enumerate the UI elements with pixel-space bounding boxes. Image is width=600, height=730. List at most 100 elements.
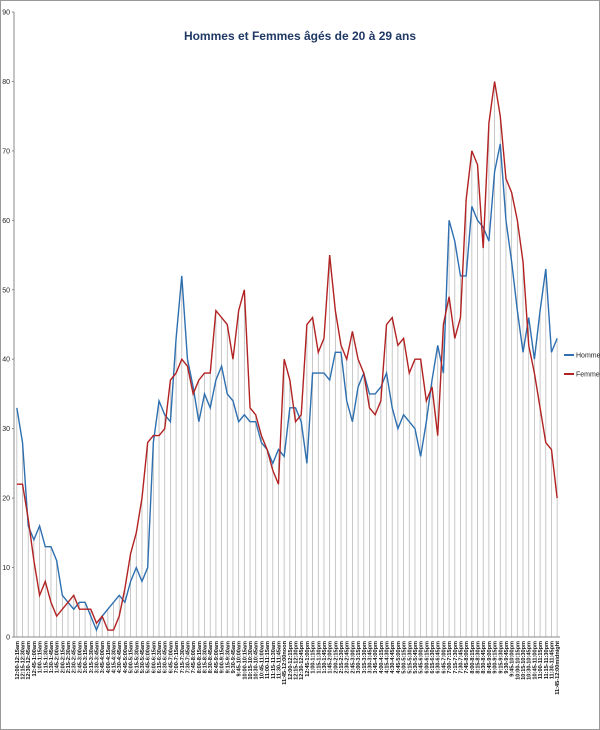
x-tick-label: 1:30-1:45pm — [322, 641, 328, 674]
x-tick-label: 12:00-12:15am — [15, 641, 21, 680]
x-tick-label: 6:00-6:15pm — [424, 641, 430, 674]
x-tick-label: 8:45-9:00pm — [487, 641, 493, 674]
x-tick-label: 6:45-7:00pm — [441, 641, 447, 674]
x-tick-label: 5:00-5:15pm — [402, 641, 408, 674]
x-tick-label: 2:15-2:30am — [66, 641, 72, 673]
x-tick-label: 12:45-1:00am — [32, 641, 38, 676]
x-tick-label: 7:15-7:30am — [180, 641, 186, 673]
x-tick-label: 1:15-1:30am — [43, 641, 49, 673]
x-tick-label: 9:30-9:45am — [231, 641, 237, 673]
x-tick-label: 1:00-1:15am — [38, 641, 44, 673]
chart-title: Hommes et Femmes âgés de 20 à 29 ans — [184, 29, 416, 43]
x-tick-label: 5:30-5:45pm — [413, 641, 419, 674]
x-tick-label: 3:45-4:00am — [100, 641, 106, 673]
x-tick-label: 3:30-3:45am — [94, 641, 100, 673]
x-tick-label: 2:30-2:45am — [72, 641, 78, 673]
x-tick-label: 7:45-8:00am — [191, 641, 197, 673]
x-tick-label: 10:30-10:45am — [254, 641, 260, 680]
x-tick-label: 6:15-6:30pm — [430, 641, 436, 674]
x-tick-label: 4:00-4:15am — [106, 641, 112, 673]
x-tick-label: 2:00-2:15am — [60, 641, 66, 673]
x-tick-label: 12:15-12:30am — [21, 641, 27, 680]
x-tick-label: 9:15-9:30am — [225, 641, 231, 673]
x-tick-label: 2:45-3:00pm — [350, 641, 356, 674]
x-tick-label: 11:00-11:15am — [265, 641, 271, 679]
x-tick-label: 3:00-3:15pm — [356, 641, 362, 674]
x-tick-label: 6:00-6:15am — [151, 641, 157, 673]
x-tick-label: 2:30-2:45pm — [345, 641, 351, 674]
x-tick-label: 8:15-8:30pm — [476, 641, 482, 674]
y-tick-label: 0 — [6, 635, 10, 642]
x-tick-label: 2:45-3:00am — [77, 641, 83, 673]
y-tick-label: 70 — [2, 148, 10, 155]
x-tick-label: 9:30-9:45pm — [504, 641, 510, 674]
x-tick-label: 3:15-3:30pm — [362, 641, 368, 674]
x-tick-label: 6:30-6:45am — [163, 641, 169, 673]
x-tick-label: 12:30-12:45pm — [299, 641, 305, 680]
x-tick-label: 11:45-12:00noon — [282, 640, 288, 684]
x-tick-label: 9:45-10:00pm — [510, 641, 516, 677]
x-tick-label: 1:45-2:00pm — [328, 641, 334, 674]
x-tick-label: 6:45-7:00am — [168, 641, 174, 673]
x-tick-label: 1:30-1:45am — [49, 641, 55, 673]
x-tick-label: 8:00-8:15am — [197, 641, 203, 673]
x-tick-label: 11:30-11:45am — [276, 641, 282, 679]
y-tick-label: 20 — [2, 496, 10, 503]
x-tick-label: 4:30-4:45pm — [390, 641, 396, 674]
x-tick-label: 4:00-4:15pm — [379, 641, 385, 674]
x-tick-label: 3:45-4:00pm — [373, 641, 379, 674]
legend-label: Hommes — [576, 353, 600, 360]
x-tick-label: 5:15-5:30pm — [407, 641, 413, 674]
y-tick-label: 80 — [2, 79, 10, 86]
x-tick-label: 7:45-8:00pm — [464, 641, 470, 674]
x-tick-label: 1:45-2:00am — [55, 641, 61, 673]
x-tick-label: 5:45-6:00pm — [419, 641, 425, 674]
x-tick-label: 1:15-1:30pm — [316, 641, 322, 674]
x-tick-label: 9:15-9:30pm — [498, 641, 504, 674]
x-tick-label: 7:00-7:15pm — [447, 641, 453, 674]
x-tick-label: 6:30-6:45pm — [436, 641, 442, 674]
x-tick-label: 8:15-8:30am — [203, 641, 209, 673]
x-tick-label: 12:15-12:30pm — [294, 641, 300, 680]
series-line — [16, 81, 558, 631]
x-tick-label: 9:00-9:15am — [220, 641, 226, 673]
x-tick-label: 10:00-10:15pm — [515, 641, 521, 680]
x-tick-label: 8:30-8:45pm — [481, 641, 487, 674]
x-tick-label: 5:15-5:30am — [134, 641, 140, 673]
x-tick-label: 12:00-12:15pm — [288, 641, 294, 680]
y-tick-label: 60 — [2, 218, 10, 225]
x-tick-label: 1:00-1:15pm — [311, 641, 317, 674]
y-tick-label: 40 — [2, 357, 10, 364]
x-tick-label: 4:15-4:30pm — [385, 641, 391, 674]
x-tick-label: 11:15-11:30am — [271, 641, 277, 679]
x-tick-label: 5:30-5:45am — [140, 641, 146, 673]
x-tick-label: 6:15-6:30am — [157, 641, 163, 673]
x-tick-label: 3:30-3:45pm — [367, 641, 373, 674]
x-tick-label: 11:45-12:00midnight — [555, 641, 561, 695]
x-tick-label: 10:45-11:00am — [259, 641, 265, 679]
x-tick-label: 4:15-4:30am — [112, 641, 118, 673]
x-tick-label: 11:15-11:30pm — [544, 641, 550, 679]
x-tick-label: 12:45-1:00pm — [305, 641, 311, 677]
x-tick-label: 8:30-8:45am — [208, 641, 214, 673]
x-tick-label: 8:00-8:15pm — [470, 641, 476, 674]
x-tick-label: 7:15-7:30pm — [453, 641, 459, 674]
x-tick-label: 10:45-11:00pm — [532, 641, 538, 680]
x-tick-label: 4:30-4:45am — [117, 641, 123, 673]
x-tick-label: 9:00-9:15pm — [493, 641, 499, 674]
x-tick-label: 2:15-2:30pm — [339, 641, 345, 674]
x-tick-label: 5:45-6:00am — [146, 641, 152, 673]
x-tick-label: 9:45-10:00am — [237, 641, 243, 676]
x-tick-label: 10:15-10:30am — [248, 641, 254, 680]
y-tick-label: 10 — [2, 565, 10, 572]
x-tick-label: 11:30-11:45pm — [549, 641, 555, 679]
x-tick-label: 4:45-5:00pm — [396, 641, 402, 674]
x-tick-label: 11:00-11:15pm — [538, 641, 544, 679]
x-tick-label: 12:30-12:45am — [26, 641, 32, 680]
y-tick-label: 50 — [2, 287, 10, 294]
x-tick-label: 3:15-3:30am — [89, 641, 95, 673]
x-tick-label: 10:15-10:30pm — [521, 641, 527, 680]
x-tick-label: 4:45-5:00am — [123, 641, 129, 673]
y-tick-label: 90 — [2, 10, 10, 17]
